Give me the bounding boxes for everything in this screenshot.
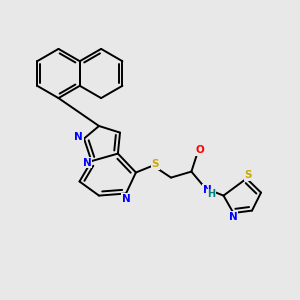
- Text: O: O: [195, 145, 204, 155]
- Text: S: S: [152, 159, 159, 169]
- Text: N: N: [122, 194, 130, 204]
- Text: H: H: [207, 189, 216, 200]
- Text: S: S: [244, 170, 252, 181]
- Text: N: N: [74, 132, 83, 142]
- Text: N: N: [202, 185, 211, 195]
- Text: N: N: [229, 212, 238, 222]
- Text: N: N: [82, 158, 91, 168]
